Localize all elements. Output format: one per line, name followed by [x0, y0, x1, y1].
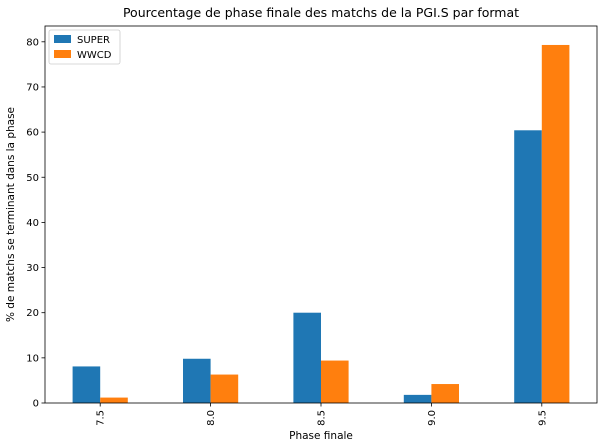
bar-wwcd-9-5 [541, 44, 570, 403]
x-axis-label: Phase finale [289, 430, 353, 442]
bar-super-7-5 [72, 366, 101, 403]
y-tick-label: 50 [26, 173, 39, 184]
x-tick-label: 9.0 [427, 410, 438, 426]
x-tick-label: 8.0 [206, 410, 217, 426]
legend-label-wwcd: WWCD [77, 50, 112, 61]
y-tick-label: 70 [26, 82, 39, 93]
y-tick-label: 80 [26, 37, 39, 48]
y-tick-label: 30 [26, 263, 39, 274]
bar-super-8-5 [293, 312, 321, 403]
bar-wwcd-8-5 [321, 360, 349, 403]
bar-wwcd-8-0 [210, 374, 239, 403]
y-tick-label: 40 [26, 218, 39, 229]
y-axis: 0 10 20 30 40 50 60 70 80 [26, 37, 45, 410]
plot-area [44, 25, 598, 404]
bar-super-8-0 [183, 358, 211, 403]
y-axis-label: % de matchs se terminant dans la phase [5, 107, 17, 322]
x-tick-label: 7.5 [96, 410, 107, 426]
y-tick-label: 60 [26, 128, 39, 139]
legend-swatch-super [54, 35, 71, 43]
bars [72, 44, 570, 403]
bar-wwcd-9-0 [431, 384, 459, 403]
x-tick-label: 9.5 [537, 410, 548, 426]
y-tick-label: 10 [26, 353, 39, 364]
bar-super-9-0 [403, 394, 432, 403]
bar-super-9-5 [514, 130, 542, 403]
legend: SUPER WWCD [48, 29, 121, 65]
chart-title: Pourcentage de phase finale des matchs d… [123, 5, 519, 20]
x-tick-label: 8.5 [317, 410, 328, 426]
y-tick-label: 0 [33, 399, 39, 410]
bar-wwcd-7-5 [100, 397, 128, 403]
x-axis: 7.5 8.0 8.5 9.0 9.5 [96, 403, 548, 426]
y-tick-label: 20 [26, 308, 39, 319]
legend-swatch-wwcd [54, 50, 71, 58]
legend-label-super: SUPER [77, 35, 110, 46]
